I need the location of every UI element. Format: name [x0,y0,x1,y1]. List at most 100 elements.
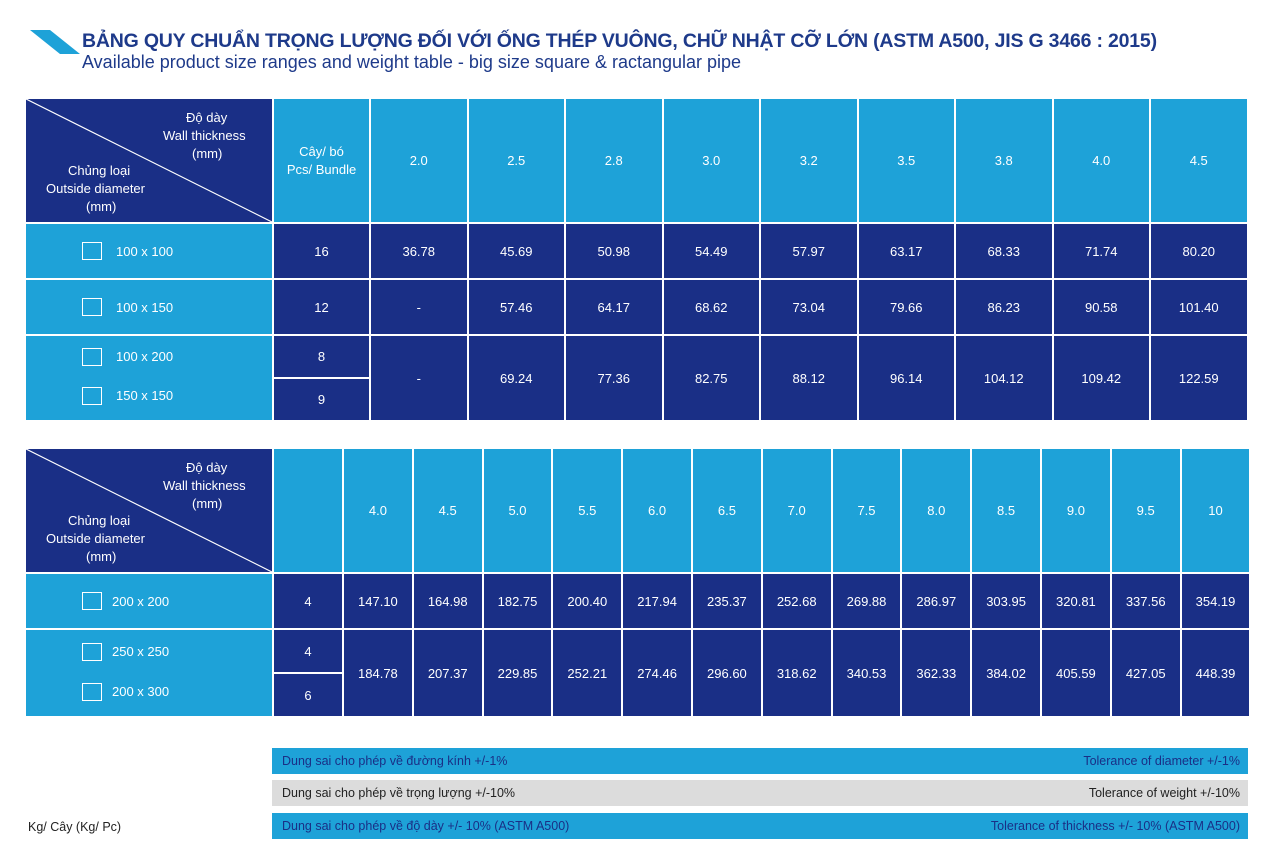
thickness-header-cell: 4.0 [1053,99,1149,222]
weight-cell: 57.46 [468,280,564,334]
weight-cell: 54.49 [663,224,759,278]
bundle-cell: 12 [274,280,369,334]
weight-cell: 79.66 [858,280,954,334]
weight-cell: 229.85 [483,630,552,716]
weight-cell: 184.78 [344,630,412,716]
thickness-label-en: Wall thickness [163,478,246,493]
thickness-header-cell: 5.5 [553,449,622,572]
square-icon [82,682,102,701]
weight-cell: 68.33 [956,224,1052,278]
weight-cell: 269.88 [832,574,901,628]
weight-cell: 340.53 [832,630,901,716]
weight-cell: 207.37 [413,630,482,716]
bundle-cell: 4 [274,574,342,628]
thickness-header-cell: 6.5 [693,449,761,572]
weight-cell: 448.39 [1181,630,1250,716]
weight-cell: 50.98 [566,224,662,278]
weight-cell: 36.78 [371,224,467,278]
size-label: 100 x 100 [116,243,174,259]
bundle-header-cell [274,449,342,572]
bundle-label-vi: Cây/ bó [299,143,344,159]
weight-cell: 303.95 [972,574,1040,628]
weight-cell: 122.59 [1151,336,1247,420]
weight-cell: - [371,336,467,420]
weight-cell: 337.56 [1111,574,1180,628]
bundle-header-cell: Cây/ bó Pcs/ Bundle [274,99,369,222]
thickness-header-cell: 9.5 [1111,449,1180,572]
tolerance-vi: Dung sai cho phép về trọng lượng +/-10% [282,786,516,800]
thickness-header-cell: 3.2 [761,99,857,222]
square-icon [82,642,102,661]
weight-cell: 200.40 [553,574,622,628]
bundle-label-en: Pcs/ Bundle [286,161,357,177]
corner-header-cell: Độ dày Wall thickness (mm) Chủng loại Outsid… [26,449,272,572]
weight-cell: 252.21 [553,630,622,716]
type-label-vi: Chủng loại [68,513,131,528]
tolerance-row: Dung sai cho phép về đường kính +/-1% Tol… [272,748,1248,774]
weight-cell: 354.19 [1181,574,1250,628]
unit-note: Kg/ Cây (Kg/ Pc) [28,820,122,834]
thickness-label-en: Wall thickness [163,128,246,143]
weight-cell: - [371,280,467,334]
weight-cell: 164.98 [413,574,482,628]
square-icon [82,298,102,316]
weight-cell: 73.04 [761,280,857,334]
type-label-vi: Chủng loại [68,163,131,178]
size-cell: 100 x 100 [26,224,272,278]
size-cell: 200 x 200 [26,574,272,628]
thickness-header-cell: 7.5 [832,449,901,572]
thickness-header-cell: 2.8 [566,99,662,222]
page-subtitle: Available product size ranges and weight… [82,52,742,72]
weight-cell: 86.23 [956,280,1052,334]
thickness-unit: (mm) [192,146,223,161]
weight-cell: 427.05 [1111,630,1180,716]
thickness-header-cell: 2.0 [371,99,467,222]
size-label: 100 x 150 [116,299,174,315]
weight-cell: 147.10 [344,574,412,628]
size-cell-merged: 100 x 200 150 x 150 [26,336,272,420]
weight-cell: 101.40 [1151,280,1247,334]
weight-cell: 57.97 [761,224,857,278]
size-cell-merged: 250 x 250 200 x 300 [26,630,272,716]
type-label-en: Outside diameter [46,181,145,196]
logo-icon [30,30,80,54]
weight-cell: 69.24 [468,336,564,420]
weight-cell: 90.58 [1053,280,1149,334]
tolerance-en: Tolerance of thickness +/- 10% (ASTM A50… [990,819,1240,833]
weight-cell: 96.14 [858,336,954,420]
bundle-cell: 4 [274,630,342,672]
weight-cell: 252.68 [762,574,831,628]
weight-cell: 217.94 [623,574,691,628]
size-label: 250 x 250 [112,643,170,659]
thickness-header-cell: 9.0 [1042,449,1110,572]
thickness-label-vi: Độ dày [186,110,228,125]
square-icon [82,348,102,366]
bundle-cell: 8 [274,336,369,377]
thickness-header-cell: 3.0 [663,99,759,222]
bundle-cell: 6 [274,674,342,716]
thickness-header-cell: 7.0 [762,449,831,572]
weight-cell: 384.02 [972,630,1040,716]
weight-cell: 109.42 [1053,336,1149,420]
weight-cell: 274.46 [623,630,691,716]
size-cell: 100 x 150 [26,280,272,334]
weight-cell: 104.12 [956,336,1052,420]
weight-cell: 318.62 [762,630,831,716]
weight-cell: 77.36 [566,336,662,420]
thickness-header-cell: 10 [1181,449,1250,572]
type-unit: (mm) [86,199,117,214]
thickness-header-cell: 5.0 [483,449,552,572]
thickness-header-cell: 8.0 [902,449,971,572]
bundle-cell: 16 [274,224,369,278]
weight-cell: 405.59 [1042,630,1110,716]
size-label: 100 x 200 [116,349,174,364]
size-label: 200 x 200 [112,593,170,609]
size-label: 200 x 300 [112,683,170,699]
size-label: 150 x 150 [116,388,174,404]
weight-cell: 88.12 [761,336,857,420]
type-unit: (mm) [86,549,117,564]
thickness-header-cell: 4.5 [413,449,482,572]
thickness-label-vi: Độ dày [186,460,228,475]
weight-cell: 64.17 [566,280,662,334]
corner-header-cell: Độ dày Wall thickness (mm) Chủng loại Outsid… [26,99,272,222]
